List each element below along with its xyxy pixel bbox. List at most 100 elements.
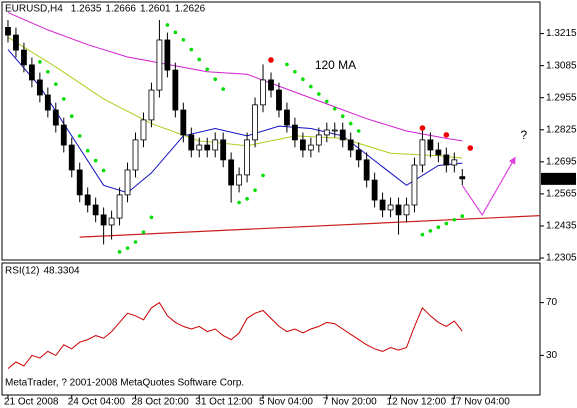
title-value: 1.2635 — [71, 4, 102, 15]
sar-dot — [38, 60, 42, 64]
sar-dot — [420, 232, 425, 237]
sar-dot — [301, 77, 305, 82]
candle-body — [76, 169, 83, 196]
candle-body — [252, 104, 258, 141]
candle-body — [260, 79, 266, 106]
sar-dot — [205, 67, 210, 72]
y-tick-label: 1.3085 — [546, 60, 577, 71]
sar-dot — [46, 70, 50, 74]
candle-body — [116, 194, 123, 219]
x-tick-label: 24 Oct 04:00 — [68, 397, 126, 408]
candle-body — [371, 179, 378, 201]
x-tick-label: 31 Oct 12:00 — [195, 397, 253, 408]
candle-body — [188, 134, 195, 151]
candle-body — [36, 79, 43, 96]
sar-dot — [125, 246, 130, 250]
sar-dot — [189, 47, 194, 52]
candle-body — [403, 204, 410, 216]
sar-dot — [340, 114, 345, 119]
rsi-line — [7, 301, 463, 369]
candle-body — [84, 194, 91, 206]
candle-body — [363, 159, 370, 181]
candle-body — [435, 149, 442, 156]
sar-dot — [348, 121, 353, 126]
candle-body — [196, 144, 203, 151]
candle-body — [5, 27, 11, 36]
sar-dot — [237, 200, 241, 205]
candle-body — [331, 129, 338, 132]
candle-body — [427, 139, 434, 151]
candle-body — [220, 139, 227, 161]
rsi-y-tick-label: 30 — [546, 350, 558, 361]
candle-body — [228, 159, 235, 186]
high-marker — [419, 125, 426, 131]
high-marker — [467, 145, 474, 151]
candle-body — [268, 79, 274, 91]
rsi-y-tick-label: 70 — [546, 297, 558, 308]
candle-body — [323, 129, 330, 136]
sar-dot — [428, 229, 433, 233]
x-tick-label: 17 Nov 04:00 — [450, 397, 510, 408]
y-tick-label: 1.2825 — [546, 124, 577, 135]
candle-body — [44, 94, 51, 111]
sar-dot — [324, 99, 329, 104]
sar-dot — [285, 62, 289, 67]
candle-body — [339, 129, 346, 141]
rsi-title: RSI(12) — [5, 266, 39, 277]
candle-body — [100, 214, 107, 226]
candle-body — [60, 124, 67, 146]
sar-dot — [93, 158, 98, 163]
candle-body — [92, 204, 99, 216]
sar-dot — [221, 87, 225, 91]
high-marker — [268, 57, 274, 63]
sar-dot — [133, 240, 138, 244]
current-price-box — [541, 172, 576, 185]
sar-dot — [452, 217, 457, 222]
chart-title: EURUSD,H4 — [5, 4, 63, 15]
candle-body — [443, 154, 450, 166]
sar-dot — [54, 82, 58, 86]
y-tick-label: 1.2955 — [546, 92, 577, 103]
candle-body — [148, 89, 155, 121]
candle-body — [395, 204, 402, 216]
footer: MetaTrader, ? 2001-2008 MetaQuotes Softw… — [5, 378, 244, 389]
candle-body — [140, 119, 147, 141]
candle-body — [212, 139, 219, 151]
candle-body — [276, 89, 282, 111]
sar-dot — [245, 197, 249, 201]
candle-body — [13, 34, 19, 51]
candle-body — [292, 124, 298, 141]
candle-body — [315, 134, 322, 146]
candle-body — [459, 176, 466, 180]
y-tick-label: 1.2435 — [546, 221, 577, 232]
sar-dot — [117, 250, 122, 254]
price-panel — [1, 1, 541, 261]
candle-body — [164, 39, 171, 71]
candle-body — [108, 217, 115, 226]
x-tick-label: 5 Nov 04:00 — [259, 397, 313, 408]
y-tick-label: 1.3215 — [546, 28, 577, 39]
sar-dot — [181, 37, 186, 42]
candle-body — [411, 164, 418, 206]
candle-body — [419, 139, 426, 166]
y-tick-label: 1.2305 — [546, 253, 577, 264]
sar-dot — [101, 168, 106, 173]
sar-dot — [173, 30, 178, 35]
candle-body — [21, 49, 27, 66]
candle-body — [379, 199, 386, 211]
candle-body — [244, 139, 250, 176]
sar-dot — [85, 148, 90, 153]
candle-body — [132, 139, 139, 171]
trendline — [79, 215, 541, 238]
sar-dot — [332, 107, 337, 111]
candle-body — [284, 109, 290, 126]
x-tick-label: 12 Nov 12:00 — [387, 397, 447, 408]
sar-dot — [309, 84, 313, 89]
current-price: 1.2626 — [546, 173, 577, 184]
candle-body — [28, 64, 35, 81]
sar-dot — [444, 221, 449, 226]
title-value: 1.2626 — [175, 4, 206, 15]
sar-dot — [253, 188, 257, 192]
x-tick-label: 7 Nov 20:00 — [323, 397, 377, 408]
